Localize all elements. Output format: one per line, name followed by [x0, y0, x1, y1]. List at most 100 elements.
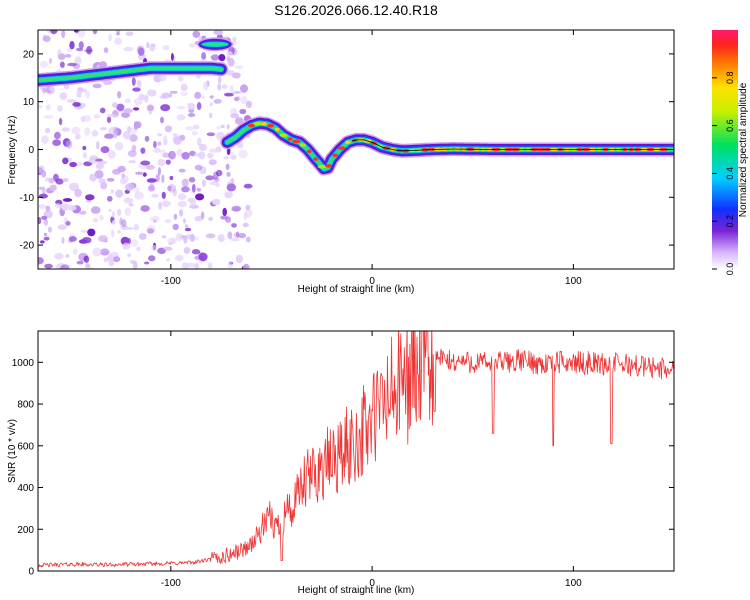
- noise-blob: [69, 161, 77, 168]
- noise-blob: [243, 183, 253, 189]
- noise-blob: [50, 30, 58, 35]
- noise-blob: [177, 75, 184, 82]
- noise-blob: [99, 107, 106, 114]
- noise-blob: [194, 262, 200, 269]
- noise-blob: [213, 30, 223, 36]
- noise-blob: [100, 182, 108, 190]
- noise-blob: [129, 127, 138, 135]
- snr-x-ticks: -100 0 100: [161, 331, 582, 589]
- noise-blob: [226, 124, 230, 130]
- spectrogram-x-axis-label: Height of straight line (km): [298, 284, 415, 295]
- noise-blob: [173, 136, 182, 145]
- colorbar-tick-label: 0.0: [725, 263, 735, 276]
- noise-blob: [203, 81, 209, 91]
- noise-blob: [245, 100, 253, 109]
- noise-blob: [80, 229, 90, 233]
- snr-frame: [37, 330, 675, 572]
- noise-blob: [62, 178, 69, 183]
- noise-blob: [107, 254, 114, 262]
- noise-blob: [64, 53, 72, 58]
- colorbar-tick-label: 0.4: [725, 167, 735, 180]
- noise-blob: [67, 62, 77, 67]
- noise-blob: [71, 126, 81, 135]
- noise-blob: [77, 87, 84, 92]
- noise-blob: [194, 236, 199, 241]
- noise-blob: [226, 183, 236, 192]
- noise-blob: [98, 161, 105, 166]
- noise-blob: [214, 183, 220, 188]
- y-tick-label: -20: [20, 241, 35, 252]
- noise-blob: [90, 206, 101, 214]
- noise-blob: [187, 113, 196, 117]
- noise-blob: [144, 135, 150, 142]
- noise-blob: [230, 113, 240, 119]
- noise-blob: [92, 83, 102, 89]
- y-tick-label: 10: [23, 97, 35, 108]
- noise-blob: [146, 225, 156, 234]
- colorbar-tick-label: 0.2: [725, 215, 735, 228]
- noise-blob: [96, 141, 100, 150]
- noise-blob: [208, 148, 219, 153]
- spectrogram-y-axis-label: Frequency (Hz): [7, 116, 18, 185]
- noise-blob: [177, 193, 187, 200]
- y-tick-label: 0: [28, 145, 34, 156]
- noise-blob: [95, 158, 103, 162]
- noise-blob: [144, 261, 150, 265]
- noise-blob: [223, 156, 230, 160]
- noise-blob: [80, 116, 86, 123]
- noise-blob: [85, 90, 91, 99]
- noise-blob: [181, 262, 190, 269]
- noise-blob: [128, 160, 137, 164]
- x-tick-label: 100: [565, 276, 582, 287]
- noise-blob: [198, 252, 208, 262]
- noise-blob: [227, 261, 233, 269]
- ridge-hotspot: [345, 140, 351, 145]
- ridge-hotspot: [274, 127, 280, 132]
- noise-blob: [181, 235, 187, 239]
- noise-blob: [65, 140, 73, 149]
- noise-blob: [153, 147, 161, 154]
- noise-blob: [76, 161, 83, 167]
- noise-blob: [117, 165, 126, 173]
- noise-blob: [69, 182, 79, 192]
- noise-blob: [87, 159, 98, 163]
- noise-blob: [159, 149, 166, 154]
- noise-blob: [83, 161, 93, 167]
- noise-blob: [112, 256, 121, 263]
- y-tick-label: 800: [17, 400, 34, 411]
- noise-blob: [191, 249, 201, 255]
- noise-blob: [117, 91, 122, 99]
- noise-blob: [122, 242, 131, 250]
- noise-blob: [78, 210, 87, 215]
- noise-blob: [123, 130, 131, 140]
- noise-blob: [111, 211, 116, 218]
- noise-blob: [138, 233, 147, 240]
- noise-blob: [205, 233, 216, 239]
- colorbar: 0.0 0.2 0.4 0.6 0.8 Normalized spectral ampl…: [712, 30, 749, 275]
- noise-blob: [202, 179, 206, 188]
- noise-blob: [164, 218, 172, 224]
- noise-blob: [54, 203, 62, 209]
- x-tick-label: -100: [161, 578, 181, 589]
- noise-blob: [149, 183, 155, 191]
- noise-blob: [242, 222, 249, 228]
- noise-blob: [42, 87, 46, 94]
- noise-blob: [222, 207, 227, 217]
- noise-blob: [209, 95, 214, 99]
- noise-blob: [128, 203, 134, 207]
- noise-blob: [183, 218, 186, 224]
- snr-plot-area: [38, 331, 674, 568]
- noise-blob: [150, 215, 160, 223]
- noise-blob: [137, 47, 145, 57]
- noise-blob: [166, 258, 171, 262]
- colorbar-ticks: 0.0 0.2 0.4 0.6 0.8: [712, 72, 735, 276]
- noise-blob: [146, 104, 154, 111]
- ridge-hotspot: [253, 121, 262, 126]
- noise-blob: [56, 105, 63, 112]
- spectral-ridge: [38, 37, 674, 176]
- noise-blob: [60, 264, 70, 269]
- noise-blob: [196, 102, 202, 111]
- noise-blob: [225, 163, 230, 170]
- noise-blob: [243, 212, 248, 221]
